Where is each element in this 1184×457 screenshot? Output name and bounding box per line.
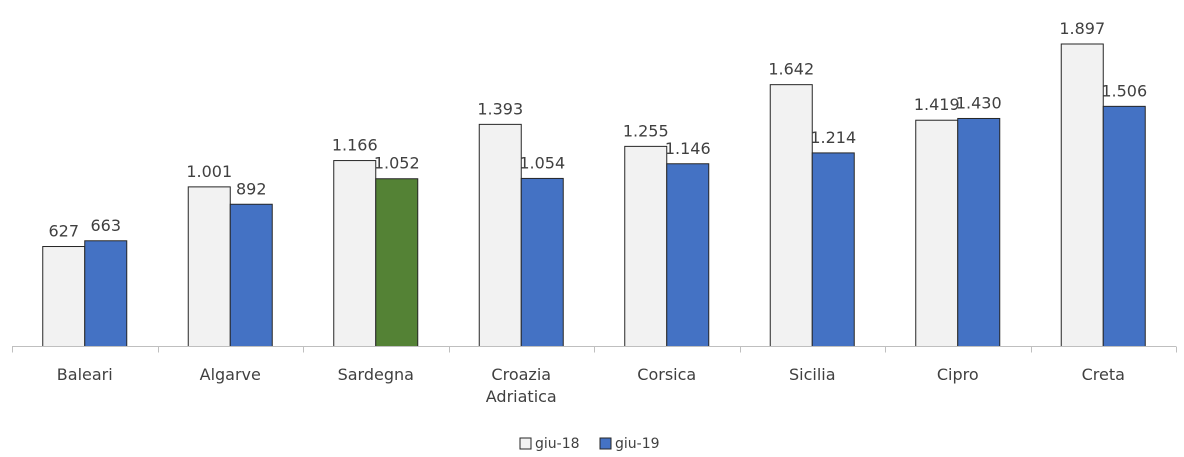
- category-label: Creta: [1082, 365, 1125, 384]
- data-label-giu-19: 892: [236, 179, 267, 198]
- data-label-giu-19: 1.214: [810, 128, 856, 147]
- bar-giu-18: [915, 119, 959, 348]
- category-labels-group: Baleari Algarve Sardegna Croazia Adriatica Co…: [57, 365, 1125, 406]
- category-label: Sardegna: [338, 365, 414, 384]
- bar-giu-18: [624, 145, 668, 347]
- bar-giu-18: [333, 160, 377, 347]
- data-label-giu-19: 1.506: [1101, 81, 1147, 100]
- category-label: Cipro: [937, 365, 979, 384]
- bar-giu-18: [478, 123, 522, 347]
- bar-giu-18: [1060, 43, 1104, 347]
- bar-giu-19: [1102, 105, 1146, 347]
- data-label-giu-18: 1.419: [914, 95, 960, 114]
- data-label-giu-18: 627: [48, 222, 79, 241]
- data-label-giu-19: 1.054: [519, 153, 565, 172]
- data-label-giu-18: 1.166: [332, 136, 378, 155]
- legend-swatch-giu-18: [519, 437, 532, 450]
- bar-giu-18: [769, 84, 813, 347]
- category-label: Sicilia: [789, 365, 836, 384]
- data-label-giu-19: 663: [90, 216, 121, 235]
- category-label: Adriatica: [486, 387, 557, 406]
- data-label-giu-18: 1.393: [477, 99, 523, 118]
- legend-swatch-giu-19: [599, 437, 612, 450]
- bar-giu-19: [666, 163, 710, 347]
- data-label-giu-18: 1.255: [623, 121, 669, 140]
- legend-label-giu-19: giu-19: [615, 436, 660, 452]
- data-label-giu-18: 1.001: [186, 162, 232, 181]
- bar-giu-19: [520, 177, 564, 347]
- category-label: Corsica: [637, 365, 696, 384]
- bar-giu-18: [187, 186, 231, 347]
- x-ticks-group: [12, 346, 1177, 353]
- bar-giu-19: [957, 117, 1001, 347]
- data-label-giu-18: 1.897: [1059, 19, 1105, 38]
- bar-giu-19: [229, 203, 273, 347]
- bars-group: [42, 43, 1146, 348]
- category-label: Algarve: [200, 365, 261, 384]
- data-labels-group: 627 6631.0018921.1661.0521.3931.0541.2551…: [48, 19, 1147, 241]
- bar-giu-19: [375, 178, 419, 347]
- data-label-giu-19: 1.430: [956, 93, 1002, 112]
- data-label-giu-19: 1.146: [665, 139, 711, 158]
- bar-giu-19: [811, 152, 855, 347]
- legend-label-giu-18: giu-18: [535, 436, 580, 452]
- bar-giu-18: [42, 246, 86, 347]
- bar-giu-19: [84, 240, 128, 347]
- data-label-giu-18: 1.642: [768, 60, 814, 79]
- category-label: Baleari: [57, 365, 113, 384]
- data-label-giu-19: 1.052: [374, 154, 420, 173]
- legend: giu-18 giu-19: [519, 436, 660, 452]
- category-label: Croazia: [491, 365, 551, 384]
